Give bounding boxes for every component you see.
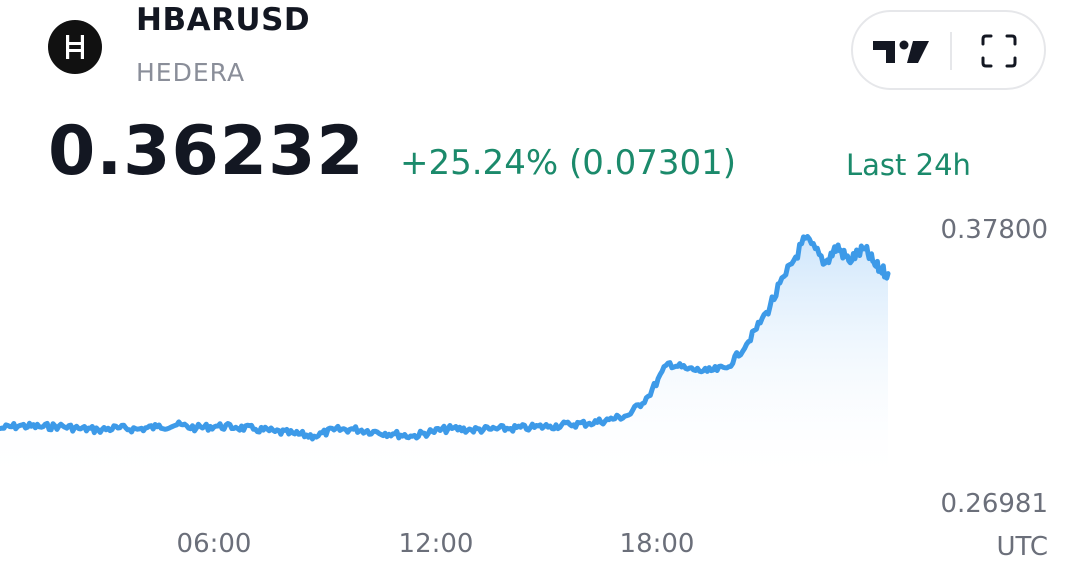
exchange-label: HEDERA [136,58,246,87]
hedera-logo-icon [48,20,102,74]
current-price: 0.36232 [48,112,365,191]
tradingview-logo-icon[interactable] [871,32,935,70]
timezone-label: UTC [996,532,1048,562]
price-area-fill [0,236,888,485]
toolbar-divider [950,32,952,70]
x-tick-label: 18:00 [620,529,695,559]
x-tick-label: 12:00 [399,529,474,559]
chart-toolbar [851,10,1046,90]
price-change: +25.24% (0.07301) [400,143,737,183]
x-tick-label: 06:00 [177,529,252,559]
y-tick-label: 0.26981 [940,489,1048,519]
change-period: Last 24h [846,148,971,182]
y-tick-label: 0.37800 [940,215,1048,245]
price-line [0,234,891,442]
fullscreen-icon[interactable] [980,33,1018,69]
symbol-title: HBARUSD [136,2,311,38]
